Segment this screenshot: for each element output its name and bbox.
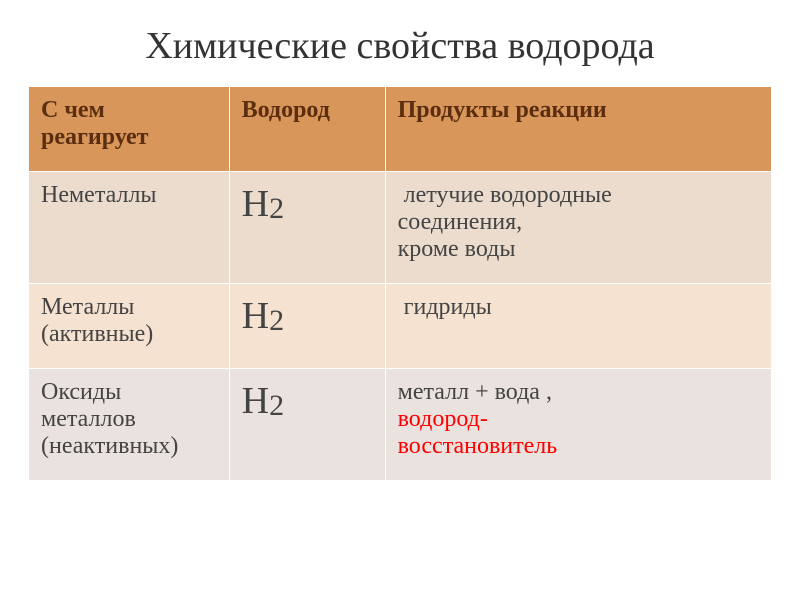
product-line: соединения, <box>398 209 523 235</box>
cell-reacts-with: Оксиды металлов (неактивных) <box>29 369 230 481</box>
cell-products: летучие водородные соединения, кроме вод… <box>385 172 771 284</box>
cell-reacts-with: Неметаллы <box>29 172 230 284</box>
page-title: Химические свойства водорода <box>28 24 772 68</box>
product-line: летучие водородные <box>398 182 612 208</box>
table-row: Неметаллы Н2 летучие водородные соединен… <box>29 172 772 284</box>
cell-products: металл + вода , водород- восстановитель <box>385 369 771 481</box>
reacts-line: (активные) <box>41 321 153 347</box>
reacts-line: (неактивных) <box>41 433 178 459</box>
product-line: кроме воды <box>398 236 516 262</box>
h2-sub: 2 <box>269 192 284 225</box>
table-header-row: С чем реагирует Водород Продукты реакции <box>29 87 772 172</box>
cell-hydrogen: Н2 <box>229 284 385 369</box>
reacts-line: металлов <box>41 406 136 432</box>
cell-reacts-with: Металлы (активные) <box>29 284 230 369</box>
col-reacts-with: С чем реагирует <box>29 87 230 172</box>
product-line: металл + вода , <box>398 379 552 405</box>
cell-hydrogen: Н2 <box>229 369 385 481</box>
h2-base: Н <box>242 183 269 225</box>
table-row: Металлы (активные) Н2 гидриды <box>29 284 772 369</box>
reacts-line: Металлы <box>41 294 134 320</box>
col-hydrogen: Водород <box>229 87 385 172</box>
h2-base: Н <box>242 380 269 422</box>
h2-sub: 2 <box>269 389 284 422</box>
cell-hydrogen: Н2 <box>229 172 385 284</box>
table-row: Оксиды металлов (неактивных) Н2 металл +… <box>29 369 772 481</box>
col-products: Продукты реакции <box>385 87 771 172</box>
product-line: гидриды <box>398 294 492 320</box>
product-accent-line: водород- <box>398 406 488 432</box>
product-accent-line: восстановитель <box>398 433 558 459</box>
h2-base: Н <box>242 295 269 337</box>
reacts-line: Оксиды <box>41 379 121 405</box>
cell-products: гидриды <box>385 284 771 369</box>
properties-table: С чем реагирует Водород Продукты реакции… <box>28 86 772 481</box>
h2-sub: 2 <box>269 304 284 337</box>
